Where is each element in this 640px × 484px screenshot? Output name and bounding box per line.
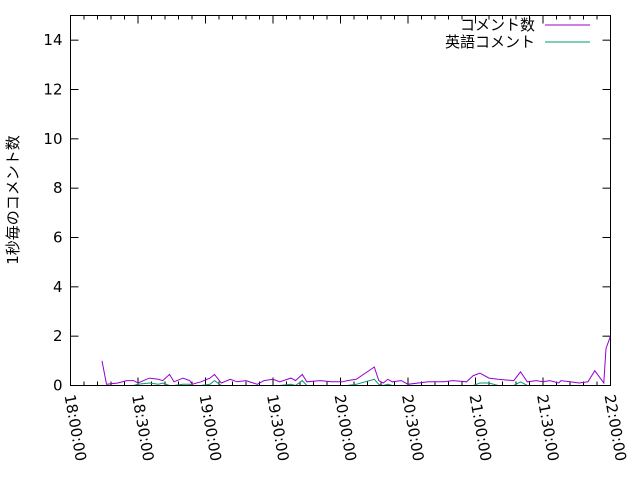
axis-ticks: 0 2 4 6 8 10 12 14 18:00:00 18:30:00 19:00:00 19:30… <box>43 15 630 463</box>
x-tick-label: 21:00:00 <box>466 393 495 462</box>
y-tick-label: 8 <box>53 179 63 197</box>
legend: コメント数 英語コメント <box>445 16 590 51</box>
y-tick-label: 14 <box>43 31 62 49</box>
series-lines <box>101 336 611 387</box>
y-tick-label: 12 <box>43 81 62 99</box>
plot-border <box>70 15 611 386</box>
x-tick-label: 20:30:00 <box>398 393 427 462</box>
legend-label-comments: コメント数 <box>460 16 535 34</box>
series-line-0 <box>101 336 611 385</box>
y-tick-label: 2 <box>53 327 63 345</box>
x-tick-label: 18:00:00 <box>61 393 90 462</box>
legend-label-english-comments: 英語コメント <box>445 33 535 51</box>
x-tick-label: 19:00:00 <box>196 393 225 462</box>
y-tick-label: 10 <box>43 130 62 148</box>
y-tick-label: 4 <box>53 278 63 296</box>
y-tick-label: 0 <box>53 377 63 395</box>
x-tick-label: 22:00:00 <box>601 393 630 462</box>
x-tick-label: 20:00:00 <box>331 393 360 462</box>
y-axis-label: 1秒毎のコメント数 <box>4 135 22 265</box>
x-tick-label: 18:30:00 <box>128 393 157 462</box>
x-tick-label: 21:30:00 <box>533 393 562 462</box>
y-tick-label: 6 <box>53 229 63 247</box>
x-tick-label: 19:30:00 <box>263 393 292 462</box>
